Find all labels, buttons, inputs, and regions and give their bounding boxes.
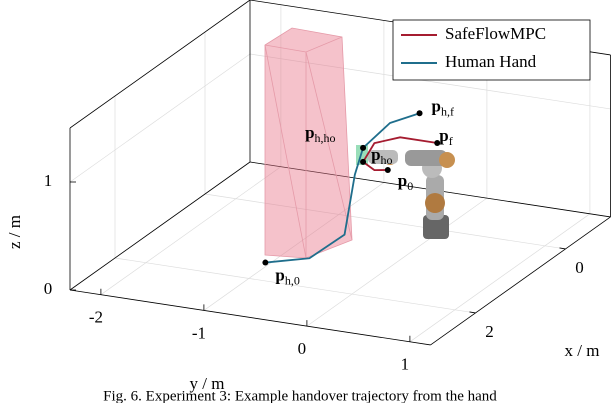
grid-line [101, 167, 281, 295]
z-axis-label: z / m [5, 215, 24, 249]
point-label-sub: ho [381, 153, 393, 167]
point-marker [262, 260, 268, 266]
y-tick-label: 0 [298, 339, 307, 358]
point-label-sub: f [449, 134, 453, 148]
point-label-main: p [398, 171, 407, 190]
point-label-sub: h,ho [315, 131, 336, 145]
axis-edge [70, 162, 250, 290]
z-tick-label: 1 [44, 171, 53, 190]
point-label-main: p [371, 145, 380, 164]
point-label: pf [439, 126, 452, 148]
point-label-main: p [439, 126, 448, 145]
z-tick-label: 0 [44, 279, 53, 298]
axis-edge [70, 290, 431, 345]
point-label-sub: h,0 [285, 273, 300, 287]
x-tick-label: 0 [575, 258, 584, 277]
obstacle [265, 28, 352, 258]
chart: 01-2-10102x / my / mz / m ph,0ph,hoph,fp… [0, 0, 614, 403]
axis-edge [70, 0, 250, 128]
legend-label: Human Hand [445, 52, 537, 71]
point-marker [360, 159, 366, 165]
x-tick-label: 2 [485, 322, 494, 341]
y-tick-label: 1 [401, 355, 410, 374]
axis-edge [431, 217, 611, 345]
robot-joint [439, 152, 455, 168]
point-marker [385, 167, 391, 173]
tick-mark [470, 312, 476, 313]
point-label: p0 [398, 171, 413, 193]
point-label: ph,0 [275, 265, 299, 287]
point-marker [360, 145, 366, 151]
point-label: pho [371, 145, 392, 167]
point-label-sub: 0 [407, 179, 413, 193]
caption: Fig. 6. Experiment 3: Example handover t… [103, 388, 497, 403]
point-marker [417, 110, 423, 116]
y-tick-label: -2 [89, 308, 103, 327]
legend-label: SafeFlowMPC [445, 24, 546, 43]
y-tick-label: -1 [192, 323, 206, 342]
point-label: ph,f [432, 96, 454, 118]
point-label-main: p [275, 265, 284, 284]
x-axis-label: x / m [565, 341, 600, 360]
robot-joint [425, 193, 445, 213]
point-label-sub: h,f [441, 104, 454, 118]
page: {"chart_data": { "type": "line3d", "xlab… [0, 0, 614, 403]
grid-line [70, 54, 250, 182]
tick-mark [560, 248, 566, 249]
point-label-main: p [432, 96, 441, 115]
point-label-main: p [305, 123, 314, 142]
